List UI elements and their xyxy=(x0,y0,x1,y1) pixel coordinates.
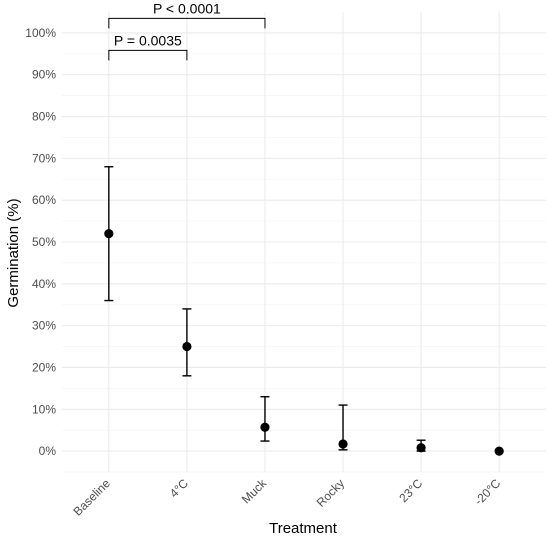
data-point xyxy=(260,422,270,432)
y-tick-label: 80% xyxy=(32,110,56,124)
comparison-bracket xyxy=(108,17,266,29)
y-tick-label: 40% xyxy=(32,277,56,291)
comparison-label: P = 0.0035 xyxy=(114,32,182,48)
data-point xyxy=(338,439,348,449)
x-tick-label: 23°C xyxy=(396,476,425,505)
x-tick-label: Rocky xyxy=(314,476,347,509)
y-axis-title: Germination (%) xyxy=(5,198,22,307)
data-layer xyxy=(104,166,504,456)
data-point xyxy=(104,229,114,239)
data-point xyxy=(182,341,192,352)
y-tick-label: 30% xyxy=(32,319,56,333)
comparison-label: P < 0.0001 xyxy=(153,0,221,16)
y-tick-label: 0% xyxy=(39,444,57,458)
x-tick-label: Muck xyxy=(239,476,270,507)
y-tick-label: 10% xyxy=(32,402,56,416)
grid-layer xyxy=(62,12,546,473)
y-tick-label: 100% xyxy=(25,26,56,40)
data-point xyxy=(494,446,504,456)
data-point xyxy=(416,443,426,453)
y-tick-label: 90% xyxy=(32,68,56,82)
tick-labels: 0% 10% 20% 30% 40% 50% 60% 70% 80% 90% 100% Baselin… xyxy=(25,26,503,519)
x-tick-label: 4°C xyxy=(167,476,191,500)
x-tick-label: Baseline xyxy=(71,476,114,519)
comparison-bracket xyxy=(108,49,188,61)
x-tick-label: -20°C xyxy=(472,476,504,508)
y-tick-label: 20% xyxy=(32,360,56,374)
x-axis-title: Treatment xyxy=(269,520,338,537)
y-tick-label: 50% xyxy=(32,235,56,249)
y-tick-label: 70% xyxy=(32,151,56,165)
y-tick-label: 60% xyxy=(32,193,56,207)
